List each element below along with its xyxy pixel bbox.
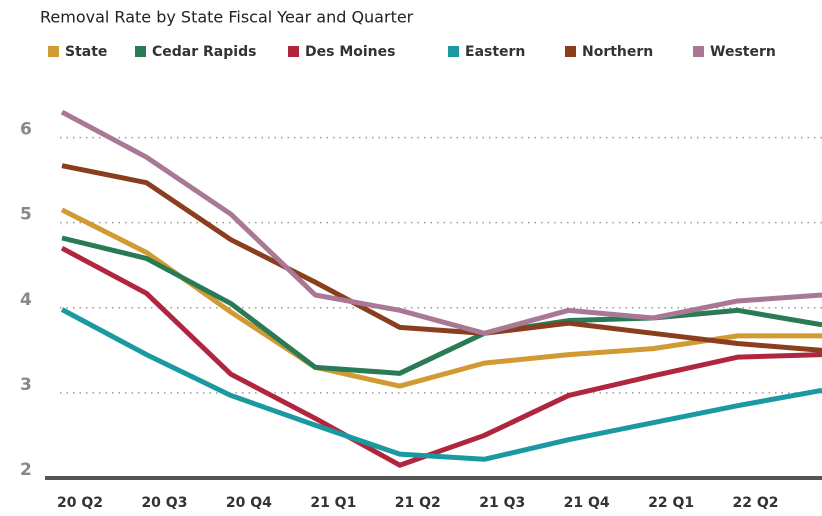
x-tick-label: 20 Q4 bbox=[226, 495, 272, 511]
legend-label: State bbox=[65, 44, 107, 60]
x-tick-label: 20 Q2 bbox=[57, 495, 103, 511]
legend-swatch bbox=[565, 46, 576, 57]
x-tick-label: 22 Q2 bbox=[733, 495, 779, 511]
legend-swatch bbox=[448, 46, 459, 57]
legend-swatch bbox=[48, 46, 59, 57]
x-tick-label: 21 Q3 bbox=[479, 495, 525, 511]
y-tick-label: 5 bbox=[20, 205, 32, 225]
y-tick-label: 6 bbox=[20, 120, 32, 140]
x-tick-label: 21 Q4 bbox=[564, 495, 610, 511]
legend-label: Eastern bbox=[465, 44, 525, 60]
x-tick-label: 21 Q2 bbox=[395, 495, 441, 511]
legend-swatch bbox=[693, 46, 704, 57]
legend-label: Cedar Rapids bbox=[152, 44, 256, 60]
y-tick-label: 2 bbox=[20, 460, 32, 480]
x-tick-label: 21 Q1 bbox=[310, 495, 356, 511]
legend-label: Northern bbox=[582, 44, 653, 60]
chart-title: Removal Rate by State Fiscal Year and Qu… bbox=[40, 8, 414, 27]
legend-label: Western bbox=[710, 44, 776, 60]
x-tick-label: 22 Q1 bbox=[648, 495, 694, 511]
series-line bbox=[61, 235, 822, 376]
series-line bbox=[60, 207, 822, 389]
legend-swatch bbox=[288, 46, 299, 57]
y-tick-label: 4 bbox=[20, 290, 32, 310]
series-line bbox=[61, 163, 822, 353]
x-tick-label: 20 Q3 bbox=[141, 495, 187, 511]
legend-label: Des Moines bbox=[305, 44, 395, 60]
series-line bbox=[60, 307, 822, 462]
y-tick-label: 3 bbox=[20, 375, 32, 395]
series-line bbox=[60, 109, 822, 336]
series-line bbox=[60, 246, 822, 468]
legend-swatch bbox=[135, 46, 146, 57]
